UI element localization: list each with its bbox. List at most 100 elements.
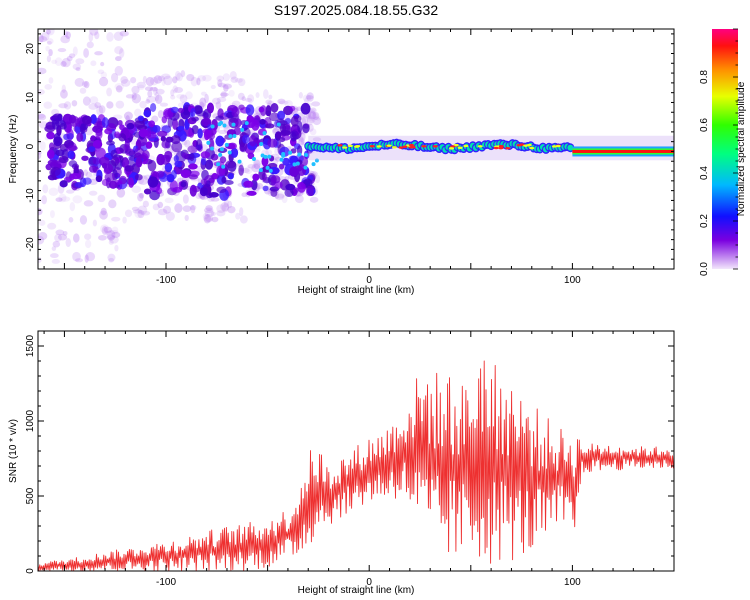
spectrogram-noise-blob [312,137,322,142]
spectrogram-band-blob [170,134,181,145]
spectrogram-noise-blob [139,192,145,199]
spectrogram-band-blob [188,163,198,170]
spectrogram-noise-blob [74,77,85,87]
spectrogram-noise-blob [245,97,253,103]
spectrogram-signal-peak [523,144,529,147]
spectrogram-band-blob [104,128,113,135]
spectrogram-noise-blob [114,83,124,91]
spectrogram-noise-blob [275,193,285,199]
spectrogram-noise-blob [125,94,135,99]
spectrogram-hot-blob [265,165,270,170]
spectrogram-band-blob [227,173,234,180]
spectrogram-noise-blob [300,138,306,146]
spectrogram-noise-blob [61,57,71,68]
spectrogram-noise-blob [100,71,108,79]
spectrogram-noise-blob [139,100,147,109]
spectrogram-band-blob [181,152,188,159]
spectrogram-noise-blob [157,75,165,82]
spectrogram-noise-blob [100,61,105,67]
spectrogram-noise-blob [170,89,175,97]
spectrogram-noise-blob [278,100,289,105]
spectrogram-band-blob [147,176,159,188]
spectrogram-band-blob [294,115,302,123]
spectrogram-band-blob [221,176,227,184]
spectrogram-band-blob [243,180,254,188]
spectrogram-band-blob [238,164,245,176]
spectrogram-noise-blob [98,234,107,241]
spectrogram-noise-blob [152,203,160,211]
spectrogram-noise-blob [101,226,108,236]
spectrogram-noise-blob [123,111,133,121]
spectrogram-band-blob [248,134,257,147]
spectrogram-noise-blob [72,63,82,70]
spectrogram-noise-blob [252,159,263,166]
spectrogram-band-blob [188,174,199,180]
spectrogram-noise-blob [75,258,83,263]
spectrogram-noise-blob [106,87,113,97]
spectrogram-noise-blob [38,89,45,96]
spectrogram-noise-blob [200,103,207,109]
spectrogram-band-blob [289,105,296,112]
spectrogram-hot-blob [314,158,319,163]
spectrogram-noise-blob [211,97,221,105]
spectrogram-noise-blob [265,149,273,156]
spectrogram-noise-blob [83,169,89,176]
spectrogram-hot-blob [210,124,215,129]
spectrogram-hot-blob [295,161,300,166]
spectrogram-noise-blob [239,215,248,224]
spectrogram-noise-blob [274,193,285,201]
spectrogram-noise-blob [88,32,94,42]
spectrogram-hot-blob [231,122,236,127]
spectrogram-band-blob [104,172,116,183]
spectrogram-noise-blob [41,31,50,41]
spectrogram-band-blob [79,123,86,135]
spectrogram-band-blob [66,132,74,140]
spectrogram-noise-blob [98,105,106,114]
spectrogram-hot-blob [276,122,281,127]
spectrogram-signal-peak [391,146,397,149]
spectrogram-band-blob [148,120,156,128]
spectrogram-hot-blob [259,141,264,146]
spectrogram-band-blob [51,114,60,125]
spectrogram-band-blob [245,104,255,116]
spectrogram-band-blob [155,187,163,195]
colorbar-tick-label: 0.2 [699,214,710,228]
spectrogram-noise-blob [83,81,90,89]
spectrogram-signal-peak [505,147,511,150]
spectrogram-band-blob [252,173,260,181]
spectrogram-band-blob [145,141,153,149]
spectrogram-noise-blob [132,209,143,214]
snr-y-tick-label: 500 [25,487,36,504]
spectrogram-noise-blob [120,79,131,87]
spectrogram-band-blob [92,139,103,149]
spectrogram-x-tick-label: 0 [366,275,372,286]
spectrogram-noise-blob [197,75,207,82]
spectrogram-noise-blob [263,89,269,99]
spectrogram-band-blob [82,177,92,185]
spectrogram-noise-blob [202,74,212,82]
spectrogram-noise-blob [312,111,320,120]
snr-y-tick-label: 0 [25,568,36,574]
spectrogram-noise-blob [221,203,230,213]
spectrogram-x-label: Height of straight line (km) [298,285,415,296]
spectrogram-band-blob [225,160,237,169]
spectrogram-band-blob [228,142,237,150]
spectrogram-band-blob [223,180,234,186]
spectrogram-noise-blob [55,229,65,236]
spectrogram-noise-blob [38,113,46,119]
spectrogram-hot-blob [303,165,308,170]
spectrogram-noise-blob [306,92,314,102]
spectrogram-noise-blob [184,214,189,222]
spectrogram-noise-blob [85,251,96,262]
spectrogram-signal-peak [498,145,504,148]
spectrogram-noise-blob [65,238,71,248]
spectrogram-y-tick-label: -20 [25,237,36,252]
spectrogram-noise-blob [189,205,197,211]
spectrogram-noise-blob [241,192,248,198]
spectrogram-noise-blob [47,222,57,230]
spectrogram-noise-blob [38,35,48,43]
spectrogram-noise-blob [48,77,54,84]
spectrogram-band-blob [59,180,68,188]
spectrogram-noise-blob [38,232,48,240]
